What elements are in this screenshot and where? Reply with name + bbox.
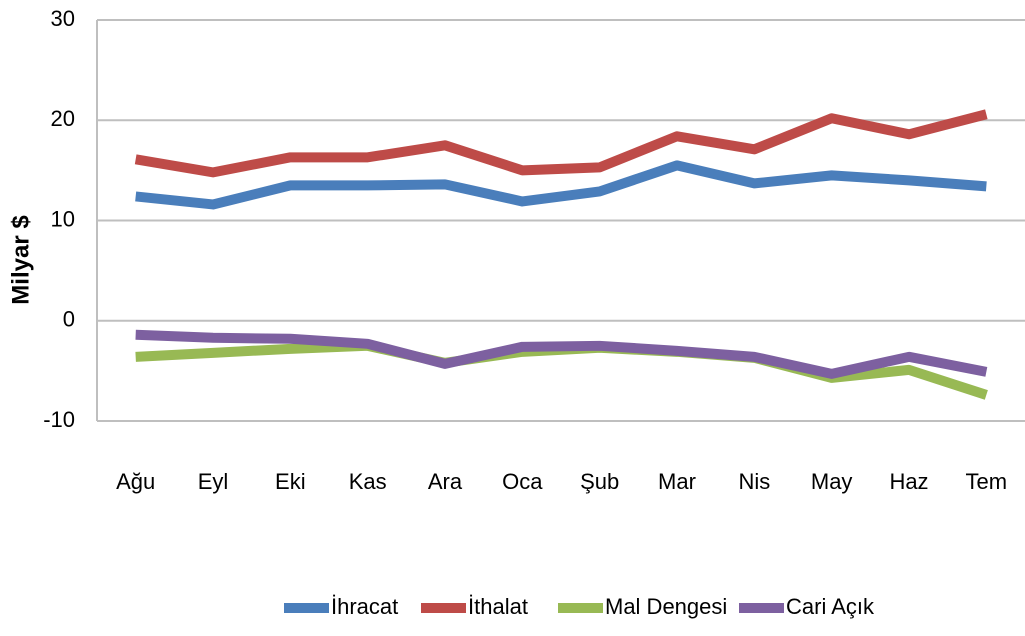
x-tick-label: Nis: [738, 469, 770, 494]
series-line: [135, 329, 988, 379]
x-tick-label: Tem: [966, 469, 1008, 494]
legend-label: İhracat: [331, 594, 398, 619]
x-tick-label: Şub: [580, 469, 619, 494]
legend-label: Mal Dengesi: [605, 594, 727, 619]
y-tick-label: 10: [51, 206, 75, 231]
series-line: [134, 109, 988, 178]
x-tick-label: Mar: [658, 469, 696, 494]
x-tick-label: Oca: [502, 469, 543, 494]
y-tick-label: 30: [51, 6, 75, 31]
x-tick-label: Eki: [275, 469, 306, 494]
x-tick-label: May: [811, 469, 853, 494]
y-tick-label: 0: [63, 307, 75, 332]
x-tick-label: Kas: [349, 469, 387, 494]
x-tick-label: Haz: [889, 469, 928, 494]
x-tick-label: Eyl: [198, 469, 229, 494]
y-axis-label: Milyar $: [7, 215, 34, 305]
series-line: [135, 160, 987, 210]
y-tick-label: -10: [43, 407, 75, 432]
x-tick-label: Ağu: [116, 469, 155, 494]
x-tick-label: Ara: [428, 469, 463, 494]
legend-label: Cari Açık: [786, 594, 875, 619]
y-tick-label: 20: [51, 106, 75, 131]
legend-label: İthalat: [468, 594, 528, 619]
